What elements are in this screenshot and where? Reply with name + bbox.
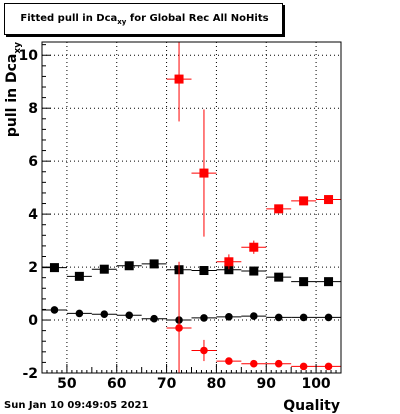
data-point-circle: [249, 359, 258, 368]
timestamp: Sun Jan 10 09:49:05 2021: [4, 400, 149, 411]
plot-frame: [41, 41, 342, 374]
y-tick-label: -2: [22, 366, 38, 382]
data-point-circle: [324, 362, 333, 371]
series-0: [42, 259, 341, 287]
y-axis-title-main: pull in Dca: [4, 54, 20, 137]
data-point-square: [274, 204, 284, 214]
y-axis-title-subscript: xy: [13, 42, 23, 54]
data-point-square: [99, 264, 109, 274]
data-point-square: [124, 261, 134, 271]
data-point-square: [49, 263, 59, 273]
data-point-square: [174, 74, 184, 84]
data-point-circle: [225, 357, 233, 365]
data-point-circle: [50, 306, 59, 314]
x-axis-title: Quality: [283, 398, 340, 414]
series-3: [166, 261, 341, 373]
chart-title-main: Fitted pull in Dca: [20, 13, 118, 24]
y-tick-label: 2: [28, 260, 38, 276]
series-2: [166, 42, 341, 270]
data-point-square: [74, 271, 84, 281]
y-tick-label: 0: [28, 313, 38, 329]
data-point-circle: [175, 324, 183, 332]
chart-title-suffix: for Global Rec All NoHits: [126, 13, 269, 24]
data-point-circle: [150, 314, 158, 323]
series-1: [42, 306, 341, 324]
data-point-circle: [75, 309, 84, 318]
x-tick-label: 50: [57, 376, 77, 392]
data-point-square: [199, 266, 209, 276]
data-point-square: [324, 277, 334, 287]
data-point-circle: [299, 313, 308, 322]
data-point-circle: [200, 346, 208, 355]
data-point-square: [249, 266, 259, 276]
axis-layer: 50 60 70 80 90 100 -2 0 2 4 6 8 10: [19, 44, 342, 392]
data-point-square: [299, 196, 309, 206]
data-point-circle: [125, 311, 134, 320]
y-tick-label: 10: [19, 48, 39, 64]
chart-title-box: Fitted pull in Dcaxy for Global Rec All …: [4, 3, 283, 35]
y-axis-title: pull in Dcaxy: [4, 42, 23, 137]
x-tick-label: 60: [107, 376, 127, 392]
y-tick-label: 6: [28, 154, 38, 170]
data-point-circle: [274, 313, 283, 322]
x-tick-label: 100: [301, 376, 330, 392]
x-tick-label: 70: [157, 376, 177, 392]
data-point-square: [299, 277, 309, 287]
data-layer: [42, 42, 341, 373]
chart-title-subscript: xy: [117, 18, 127, 26]
data-point-circle: [225, 313, 233, 321]
grid-layer: [42, 42, 341, 374]
y-tick-label: 4: [28, 207, 38, 223]
data-point-circle: [100, 310, 109, 319]
data-point-square: [224, 257, 234, 267]
chart-title: Fitted pull in Dcaxy for Global Rec All …: [5, 13, 284, 26]
data-point-circle: [324, 313, 333, 322]
data-point-square: [324, 195, 334, 205]
data-point-square: [199, 168, 209, 178]
y-tick-label: 8: [28, 101, 38, 117]
data-point-square: [274, 272, 284, 282]
x-tick-label: 90: [257, 376, 277, 392]
data-point-square: [224, 265, 234, 275]
data-point-circle: [200, 314, 208, 322]
data-point-circle: [274, 359, 283, 368]
data-point-circle: [299, 362, 308, 371]
data-point-square: [149, 259, 159, 269]
data-point-circle: [249, 312, 258, 320]
data-point-square: [249, 242, 259, 252]
x-tick-label: 80: [207, 376, 227, 392]
